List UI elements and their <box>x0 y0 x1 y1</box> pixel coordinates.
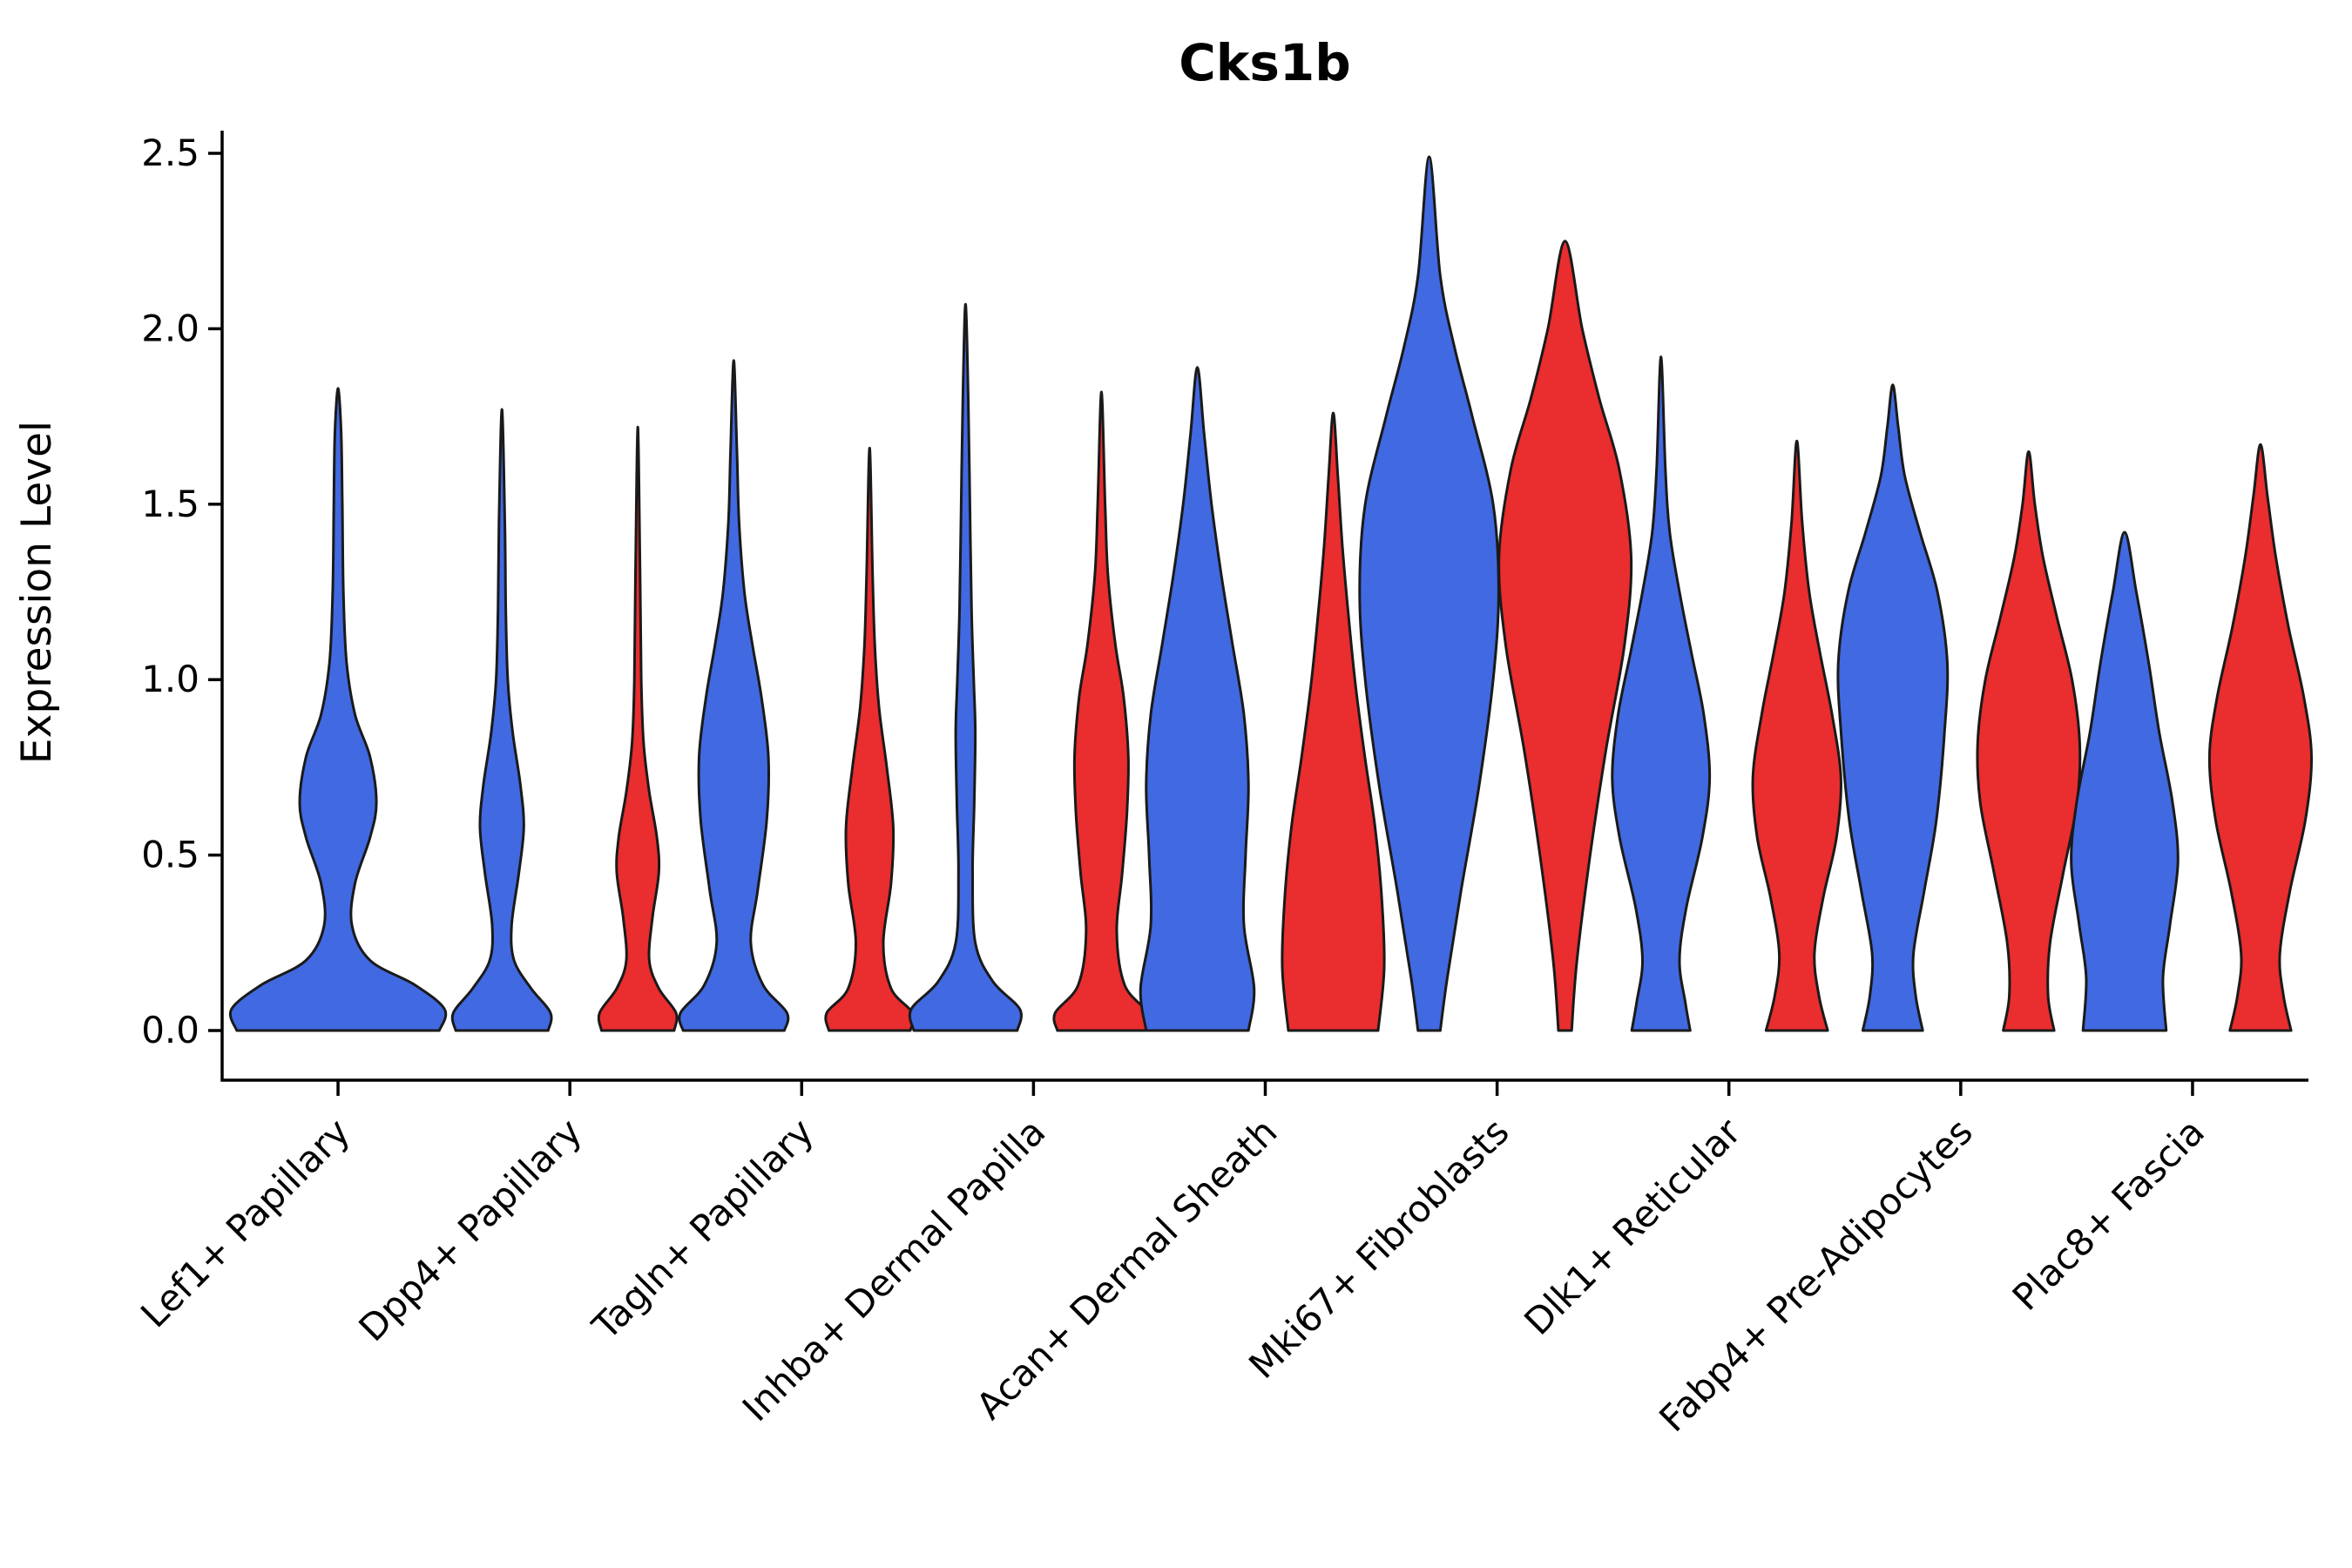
violin-plac8-fascia-group-2 <box>2207 443 2314 1032</box>
violin-lef1-papillary-group-1 <box>228 387 448 1032</box>
violin-fabp4-pre-adipocytes-group-2 <box>1976 449 2082 1032</box>
violins-layer <box>228 155 2314 1032</box>
violin-acan-dermal-sheath-group-1 <box>1139 366 1256 1032</box>
x-tick-label-plac8-fascia: Plac8+ Fascia <box>2004 1110 2213 1318</box>
violin-inhba-dermal-papilla-group-2 <box>1052 390 1151 1032</box>
violin-dpp4-papillary-group-2 <box>597 425 679 1032</box>
violin-inhba-dermal-papilla-group-1 <box>908 302 1023 1032</box>
x-tick-label-tagln-papillary: Tagln+ Papillary <box>584 1110 821 1348</box>
violin-dlk1-reticular-group-2 <box>1751 439 1842 1032</box>
y-axis-label: Expression Level <box>13 421 61 764</box>
x-tick-label-lef1-papillary: Lef1+ Papillary <box>132 1110 358 1335</box>
violin-tagln-papillary-group-2 <box>824 446 916 1032</box>
y-tick-label: 1.0 <box>141 658 199 700</box>
violin-tagln-papillary-group-1 <box>678 359 790 1032</box>
x-tick-label-dpp4-papillary: Dpp4+ Papillary <box>350 1110 590 1349</box>
y-tick-label: 0.5 <box>141 834 199 876</box>
violin-dpp4-papillary-group-1 <box>450 408 553 1032</box>
violin-plac8-fascia-group-1 <box>2070 531 2180 1032</box>
violin-dlk1-reticular-group-1 <box>1611 355 1712 1032</box>
x-tick-label-dlk1-reticular: Dlk1+ Reticular <box>1516 1110 1749 1343</box>
y-tick-label: 0.0 <box>141 1009 199 1051</box>
violin-fabp4-pre-adipocytes-group-1 <box>1836 383 1950 1032</box>
violin-acan-dermal-sheath-group-2 <box>1281 411 1386 1032</box>
chart-title: Cks1b <box>1179 33 1351 92</box>
violin-mki67-fibroblasts-group-2 <box>1497 240 1633 1032</box>
y-tick-label: 2.0 <box>141 307 199 349</box>
y-tick-label: 2.5 <box>141 132 199 174</box>
y-tick-label: 1.5 <box>141 483 199 525</box>
axes-spines <box>220 131 2308 1082</box>
violin-mki67-fibroblasts-group-1 <box>1358 155 1500 1032</box>
x-tick-label-mki67-fibroblasts: Mki67+ Fibroblasts <box>1240 1110 1517 1386</box>
